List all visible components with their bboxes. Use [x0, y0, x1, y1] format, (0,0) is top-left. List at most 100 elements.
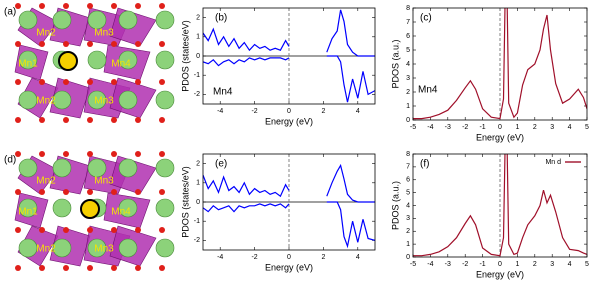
x-tick-label: 2	[533, 124, 537, 131]
atom-label: Mn4	[111, 59, 131, 70]
atom-label: Mn4	[111, 207, 131, 218]
panel-label: (e)	[215, 159, 227, 170]
x-tick-label: -4	[427, 124, 433, 131]
green-atom	[87, 50, 107, 70]
oxygen-atom	[39, 227, 45, 233]
oxygen-atom	[87, 79, 93, 85]
y-tick-label: 6	[406, 177, 410, 184]
x-tick-label: 3	[550, 124, 554, 131]
oxygen-atom	[63, 117, 69, 123]
x-tick-label: 0	[287, 254, 291, 261]
x-tick-label: 5	[585, 124, 589, 131]
panel-label: (b)	[215, 13, 227, 24]
plot-frame	[412, 153, 588, 258]
y-tick-label: 6	[406, 33, 410, 40]
x-tick-label: 2	[321, 108, 325, 115]
oxygen-atom	[111, 41, 117, 47]
atom-label: Mn2	[36, 28, 56, 39]
oxygen-atom	[159, 3, 165, 9]
oxygen-atom	[135, 227, 141, 233]
x-axis-label: Energy (eV)	[265, 116, 313, 126]
y-tick-label: 0	[196, 53, 200, 60]
green-atom	[18, 158, 38, 178]
y-tick-label: 4	[406, 202, 410, 209]
y-tick-label: 3	[406, 75, 410, 82]
vacancy	[58, 51, 78, 71]
y-tick-label: 2	[196, 160, 200, 167]
y-tick-label: 2	[196, 14, 200, 21]
green-atom	[52, 90, 72, 110]
oxygen-atom	[87, 41, 93, 47]
x-tick-label: 2	[533, 261, 537, 268]
plot-frame	[202, 153, 376, 251]
green-atom	[118, 10, 138, 30]
y-tick-label: 8	[406, 5, 410, 12]
plot-frame	[412, 7, 588, 121]
structure: (d) Mn2 Mn3 Mn1 Mn4 Mn2 Mn3	[4, 151, 175, 271]
green-atom	[118, 198, 138, 218]
x-tick-label: -1	[479, 261, 485, 268]
green-atom	[18, 198, 38, 218]
pdos-line	[413, 8, 587, 120]
green-atom	[118, 238, 138, 258]
atom-label: Mn3	[94, 176, 114, 187]
atom-label: Mn3	[94, 28, 114, 39]
atom-label: Mn2	[36, 244, 56, 255]
chart: -5 -4 -3 -2 -1 0 1 2 3 4 5 0 1 2 3 4 5 6 7 8 Energy (eV) PDOS…	[390, 151, 589, 280]
oxygen-atom	[39, 3, 45, 9]
x-tick-label: -2	[462, 124, 468, 131]
x-tick-label: -5	[410, 261, 416, 268]
plot-frame	[202, 7, 376, 105]
oxygen-atom	[111, 227, 117, 233]
oxygen-atom	[15, 189, 21, 195]
x-tick-label: 5	[585, 261, 589, 268]
oxygen-atom	[159, 117, 165, 123]
x-tick-label: -2	[251, 254, 257, 261]
y-axis-label: PDOS (states/eV)	[180, 20, 190, 92]
oxygen-atom	[39, 265, 45, 271]
y-tick-label: 5	[406, 47, 410, 54]
oxygen-atom	[15, 79, 21, 85]
oxygen-atom	[135, 41, 141, 47]
panel-label: (f)	[420, 159, 429, 170]
x-tick-label: 0	[498, 124, 502, 131]
oxygen-atom	[63, 265, 69, 271]
oxygen-atom	[15, 265, 21, 271]
green-atom	[87, 90, 107, 110]
oxygen-atom	[135, 79, 141, 85]
y-tick-label: -1	[194, 72, 200, 79]
y-tick-label: 5	[406, 189, 410, 196]
y-tick-label: 4	[406, 61, 410, 68]
oxygen-atom	[135, 151, 141, 157]
green-atom	[155, 10, 175, 30]
oxygen-atom	[135, 265, 141, 271]
oxygen-atom	[87, 151, 93, 157]
green-atom	[52, 238, 72, 258]
x-tick-label: 0	[498, 261, 502, 268]
y-tick-label: 7	[406, 19, 410, 26]
green-atom	[52, 10, 72, 30]
oxygen-atom	[159, 41, 165, 47]
panel-label: (a)	[4, 7, 16, 18]
oxygen-atom	[135, 117, 141, 123]
oxygen-atom	[111, 79, 117, 85]
x-tick-label: 1	[515, 261, 519, 268]
x-tick-label: -1	[479, 124, 485, 131]
y-tick-label: -2	[194, 237, 200, 244]
x-tick-label: -4	[217, 254, 223, 261]
green-atom	[118, 158, 138, 178]
oxygen-atom	[15, 151, 21, 157]
y-tick-label: 1	[196, 180, 200, 187]
atom-label: Mn3	[94, 96, 114, 107]
oxygen-atom	[15, 41, 21, 47]
oxygen-atom	[39, 189, 45, 195]
green-atom	[118, 90, 138, 110]
x-tick-label: -4	[427, 261, 433, 268]
oxygen-atom	[87, 189, 93, 195]
y-axis-label: PDOS (a.u.)	[390, 39, 400, 88]
atom-label: Mn1	[18, 207, 38, 218]
oxygen-atom	[135, 3, 141, 9]
y-tick-label: 1	[406, 103, 410, 110]
oxygen-atom	[87, 265, 93, 271]
